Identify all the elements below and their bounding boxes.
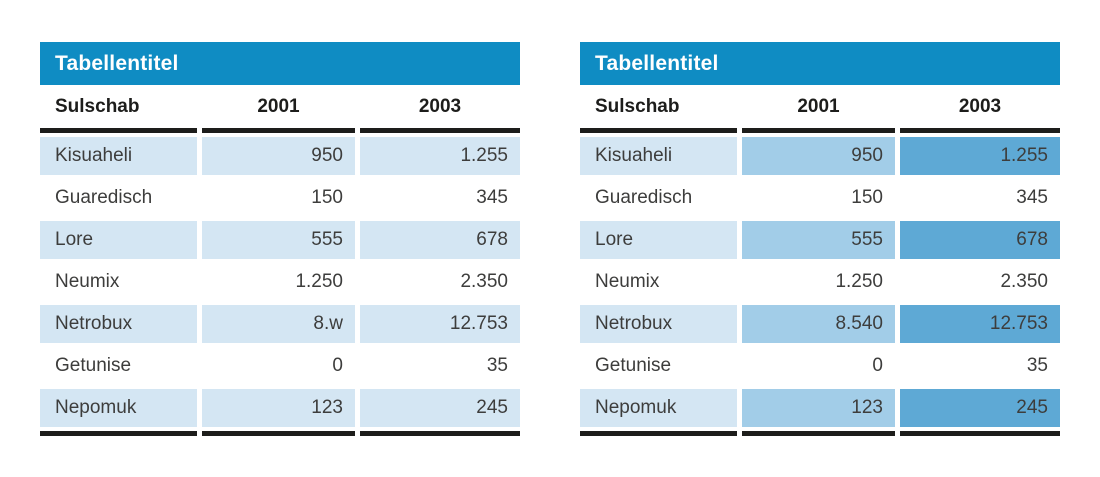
rule-segment bbox=[360, 431, 520, 436]
cell-value-2001: 150 bbox=[311, 187, 343, 208]
cell-value-2001: 123 bbox=[742, 389, 895, 427]
cell-value-2003: 345 bbox=[1016, 187, 1048, 208]
column-header-2001: 2001 bbox=[257, 95, 300, 117]
rule-segment bbox=[40, 128, 197, 133]
cell-value-2003: 2.350 bbox=[1000, 271, 1048, 292]
cell-label: Neumix bbox=[55, 271, 120, 292]
cell-value-2001: 1.250 bbox=[295, 271, 343, 292]
cell-label: Getunise bbox=[55, 355, 132, 376]
rule-segment bbox=[202, 128, 355, 133]
rule-segment bbox=[580, 128, 737, 133]
cell-value-2003: 678 bbox=[360, 221, 520, 259]
cell-value-2003: 35 bbox=[486, 355, 508, 376]
table-left-header-row: Sulschab 2001 2003 bbox=[40, 85, 520, 128]
cell-label: Guaredisch bbox=[55, 187, 153, 208]
cell-label: Netrobux bbox=[40, 305, 197, 343]
cell-label: Kisuaheli bbox=[580, 137, 737, 175]
rule-segment bbox=[360, 128, 520, 133]
cell-value-2001: 0 bbox=[872, 355, 883, 376]
cell-value-2001: 150 bbox=[851, 187, 883, 208]
cell-value-2003: 245 bbox=[360, 389, 520, 427]
cell-value-2003: 35 bbox=[1026, 355, 1048, 376]
cell-value-2003: 2.350 bbox=[460, 271, 508, 292]
cell-value-2003: 345 bbox=[476, 187, 508, 208]
table-title: Tabellentitel bbox=[595, 51, 719, 75]
cell-label: Lore bbox=[40, 221, 197, 259]
rule-segment bbox=[742, 128, 895, 133]
cell-value-2001: 950 bbox=[742, 137, 895, 175]
column-header-2003: 2003 bbox=[418, 95, 462, 117]
cell-value-2003: 1.255 bbox=[900, 137, 1060, 175]
cell-value-2003: 12.753 bbox=[900, 305, 1060, 343]
column-header-sulschab: Sulschab bbox=[595, 95, 680, 117]
cell-value-2001: 8.w bbox=[202, 305, 355, 343]
cell-value-2001: 123 bbox=[202, 389, 355, 427]
cell-label: Neumix bbox=[595, 271, 660, 292]
cell-label: Guaredisch bbox=[595, 187, 693, 208]
rule-segment bbox=[580, 431, 737, 436]
table-left-body: Kisuaheli 950 1.255 Guaredisch 150 345 L… bbox=[40, 137, 520, 427]
rule-segment bbox=[202, 431, 355, 436]
table-right-top-rule bbox=[580, 128, 1060, 133]
column-header-sulschab: Sulschab bbox=[55, 95, 140, 117]
table-right-title-bar: Tabellentitel bbox=[580, 42, 1060, 85]
rule-segment bbox=[40, 431, 197, 436]
cell-label: Lore bbox=[580, 221, 737, 259]
table-left-bottom-rule bbox=[40, 431, 520, 436]
cell-label: Getunise bbox=[595, 355, 672, 376]
cell-value-2001: 950 bbox=[202, 137, 355, 175]
cell-value-2003: 678 bbox=[900, 221, 1060, 259]
cell-value-2001: 8.540 bbox=[742, 305, 895, 343]
cell-value-2001: 555 bbox=[202, 221, 355, 259]
cell-label: Netrobux bbox=[580, 305, 737, 343]
cell-value-2003: 245 bbox=[900, 389, 1060, 427]
rule-segment bbox=[900, 431, 1060, 436]
table-title: Tabellentitel bbox=[55, 51, 179, 75]
table-left-top-rule bbox=[40, 128, 520, 133]
rule-segment bbox=[900, 128, 1060, 133]
table-left-title-bar: Tabellentitel bbox=[40, 42, 520, 85]
column-header-2001: 2001 bbox=[797, 95, 840, 117]
rule-segment bbox=[742, 431, 895, 436]
column-header-2003: 2003 bbox=[958, 95, 1002, 117]
cell-label: Nepomuk bbox=[40, 389, 197, 427]
table-right-bottom-rule bbox=[580, 431, 1060, 436]
cell-value-2001: 555 bbox=[742, 221, 895, 259]
cell-label: Kisuaheli bbox=[40, 137, 197, 175]
cell-value-2003: 12.753 bbox=[360, 305, 520, 343]
cell-value-2001: 1.250 bbox=[835, 271, 883, 292]
table-left: Tabellentitel Sulschab 2001 2003 Kisuahe… bbox=[40, 42, 520, 436]
table-right-header-row: Sulschab 2001 2003 bbox=[580, 85, 1060, 128]
table-right: Tabellentitel Sulschab 2001 2003 Kisuahe… bbox=[580, 42, 1060, 436]
cell-value-2003: 1.255 bbox=[360, 137, 520, 175]
cell-value-2001: 0 bbox=[332, 355, 343, 376]
cell-label: Nepomuk bbox=[580, 389, 737, 427]
table-right-body: Kisuaheli 950 1.255 Guaredisch 150 345 L… bbox=[580, 137, 1060, 427]
